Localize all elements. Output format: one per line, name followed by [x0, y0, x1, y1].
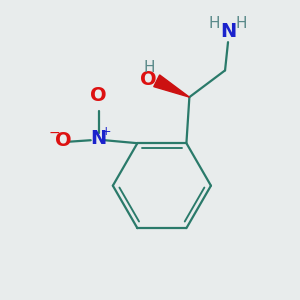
Text: H: H	[209, 16, 220, 31]
Text: O: O	[90, 85, 107, 105]
Text: H: H	[236, 16, 247, 31]
Text: N: N	[91, 129, 107, 148]
Text: H: H	[144, 60, 155, 75]
Text: +: +	[100, 125, 111, 138]
Text: −: −	[48, 126, 60, 140]
Polygon shape	[154, 75, 189, 97]
Text: O: O	[140, 70, 157, 89]
Text: O: O	[55, 131, 71, 150]
Text: N: N	[220, 22, 236, 41]
